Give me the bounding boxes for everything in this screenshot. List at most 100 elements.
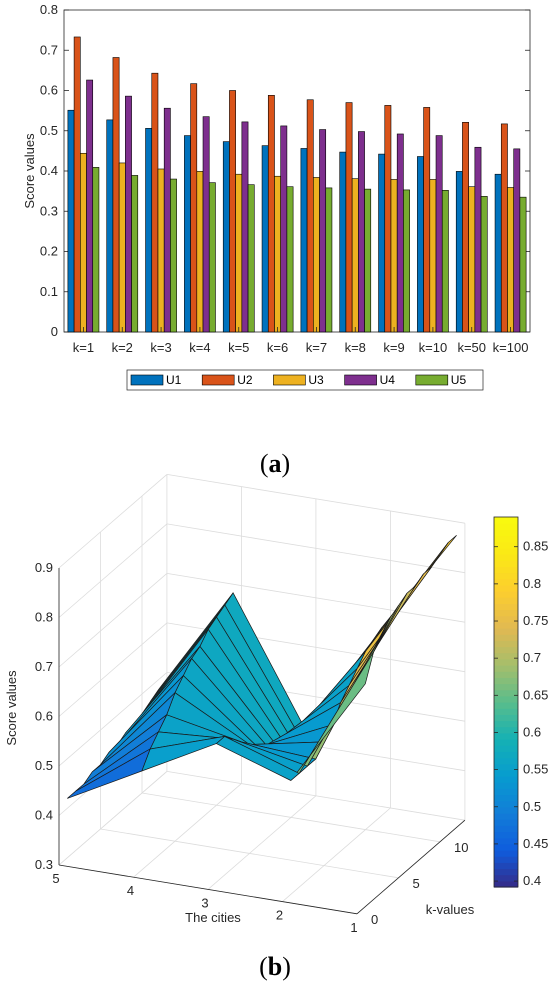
bar-U2-k=9: [384, 105, 392, 333]
colorbar-segment: [494, 788, 518, 796]
bar-U5-k=7: [325, 187, 333, 333]
colorbar-segment: [494, 634, 518, 641]
bar-U3-k=8: [351, 178, 359, 333]
bar-chart-legend: U1 U2 U3 U4 U5: [126, 369, 484, 391]
colorbar-segment: [494, 677, 518, 685]
colorbar-frame: [493, 516, 519, 888]
bar-U1-k=8: [339, 151, 347, 333]
colorbar-segment: [494, 843, 518, 851]
bar-U1-k=9: [378, 153, 386, 333]
surface-z-tick-label: 0.3: [35, 857, 53, 872]
colorbar-segment: [494, 702, 518, 709]
bar-U1-k=1: [67, 109, 75, 333]
side-wall-grid-line: [58, 523, 168, 618]
colorbar-segment: [494, 813, 518, 820]
bar-U5-k=4: [208, 182, 216, 333]
panel-a-label: (a): [260, 449, 290, 478]
bar-U4-k=4: [202, 116, 210, 333]
bar-U5-k=1: [92, 167, 100, 333]
legend-swatch-U4: [344, 374, 377, 386]
surface-chart-axes: [58, 568, 466, 915]
colorbar-segment: [494, 609, 518, 617]
colorbar-segment: [494, 794, 518, 802]
back-wall-grid-line: [166, 573, 465, 623]
colorbar-segment: [494, 517, 518, 524]
legend-swatch-U5: [415, 374, 449, 386]
colorbar-segment: [494, 628, 518, 635]
colorbar-segment: [494, 578, 518, 586]
legend-label-U2: U2: [237, 373, 253, 387]
bar-U4-k=6: [280, 125, 288, 333]
colorbar-segment: [494, 554, 518, 561]
bar-U3-k=5: [235, 173, 243, 333]
colorbar-segment: [494, 640, 518, 648]
bar-U3-k=1: [80, 152, 87, 333]
colorbar-tick-label: 0.75: [523, 613, 548, 628]
colorbar-segment: [494, 825, 518, 833]
surface-x-tick-label: 3: [201, 895, 208, 910]
colorbar-segment: [494, 745, 518, 752]
colorbar-segment: [494, 615, 518, 623]
surface-y-axis-line: [356, 819, 466, 915]
surface-y-tick-label: 10: [454, 840, 468, 855]
x-tick-label: k=2: [112, 340, 133, 355]
back-wall-grid-line: [166, 771, 465, 821]
surface-chart-patches: [67, 535, 457, 799]
bar-U5-k=8: [364, 188, 372, 333]
x-tick-label: k=10: [419, 340, 448, 355]
colorbar-segment: [494, 776, 518, 783]
surface-x-axis-line: [58, 864, 358, 915]
colorbar-segment: [494, 720, 518, 728]
colorbar-segment: [494, 726, 518, 734]
bar-U3-k=7: [313, 177, 320, 333]
colorbar-segment: [494, 572, 518, 580]
colorbar-segment: [494, 547, 518, 555]
colorbar-tick-label: 0.85: [523, 539, 548, 554]
legend-label-U4: U4: [380, 373, 396, 387]
legend-label-U5: U5: [451, 373, 467, 387]
colorbar-segment: [494, 591, 518, 598]
bar-chart-y-axis-label: Score values: [22, 133, 37, 209]
colorbar-segment: [494, 529, 518, 537]
bar-U3-k=6: [274, 175, 281, 333]
colorbar-segment: [494, 880, 518, 888]
x-tick-label: k=9: [383, 340, 404, 355]
colorbar-tick-label: 0.65: [523, 687, 548, 702]
bar-U4-k=1: [86, 79, 94, 333]
colorbar-segment: [494, 806, 518, 814]
y-tick-label: 0.8: [40, 2, 58, 17]
back-wall-grid-line: [166, 523, 465, 574]
surface-y-tick-label: 0: [371, 912, 378, 927]
bar-U3-k=100: [507, 187, 514, 333]
bar-U2-k=2: [112, 57, 120, 333]
surface-x-tick-label: 4: [127, 883, 134, 898]
colorbar-segment: [494, 689, 518, 697]
bar-U1-k=5: [222, 141, 230, 333]
colorbar-segment: [494, 658, 518, 666]
colorbar-segment: [494, 683, 518, 691]
colorbar-segment: [494, 800, 518, 808]
colorbar-segment: [494, 597, 518, 604]
bar-U3-k=3: [157, 168, 165, 333]
legend-label-U1: U1: [166, 373, 182, 387]
bar-chart-x-axis: k=1 k=2 k=3 k=4 k=5 k=6 k=7 k=8 k=9 k=10 k=50 k=100: [73, 327, 528, 355]
colorbar-segment: [494, 603, 518, 611]
surface-chart: 0.3 0.4 0.5 0.6 0.7 0.8 0.9 1 2 3 4 5 0 5 10 Score val…: [4, 474, 548, 935]
bar-U2-k=7: [306, 99, 314, 333]
colorbar-tick-label: 0.4: [523, 873, 541, 888]
x-tick-label: k=1: [73, 340, 94, 355]
legend-swatch-U3: [273, 374, 306, 386]
colorbar-segment: [494, 850, 518, 857]
colorbar-segment: [494, 584, 518, 592]
bar-U4-k=5: [241, 121, 249, 333]
surface-y-axis-label: k-values: [426, 902, 475, 917]
side-wall-grid-line: [58, 622, 168, 717]
side-wall-grid-line: [58, 573, 168, 668]
side-wall-grid-line: [58, 771, 168, 866]
panel-b-label: (b): [259, 952, 291, 981]
colorbar-segment: [494, 708, 518, 715]
surface-z-tick-label: 0.5: [35, 758, 53, 773]
colorbar-segment: [494, 523, 518, 530]
y-tick-label: 0.4: [40, 163, 58, 178]
